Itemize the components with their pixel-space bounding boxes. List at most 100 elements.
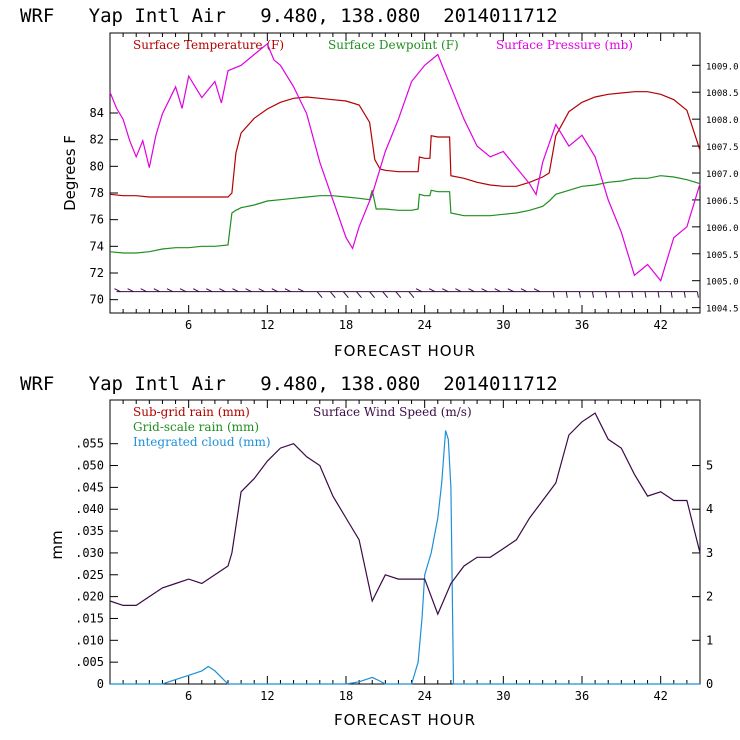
wind-barb bbox=[428, 288, 436, 293]
y2-tick-label: 2 bbox=[706, 590, 713, 604]
x-axis-label: FORECAST HOUR bbox=[334, 711, 476, 729]
y2-tick-label: 1006.5 bbox=[706, 197, 739, 207]
surface-pressure-mb-line bbox=[109, 42, 701, 282]
y-tick-label: 0 bbox=[97, 677, 104, 691]
x-tick-label: 18 bbox=[339, 318, 353, 332]
x-tick-label: 6 bbox=[185, 318, 192, 332]
y-tick-label: 78 bbox=[90, 186, 104, 200]
y-tick-label: .025 bbox=[75, 568, 104, 582]
wind-barb bbox=[520, 288, 528, 293]
y-tick-label: .030 bbox=[75, 546, 104, 560]
y2-tick-label: 1005.5 bbox=[706, 251, 739, 261]
plot-frame bbox=[109, 32, 701, 314]
wind-barb bbox=[369, 291, 375, 298]
y-tick-label: .045 bbox=[75, 480, 104, 494]
x-axis-label: FORECAST HOUR bbox=[334, 342, 476, 360]
wind-barb bbox=[258, 288, 265, 293]
y-tick-label: .020 bbox=[75, 590, 104, 604]
y2-tick-label: 1009.0 bbox=[706, 62, 739, 72]
y2-tick-label: 5 bbox=[706, 459, 713, 473]
wind-barb bbox=[166, 288, 174, 293]
wind-barb bbox=[219, 288, 226, 293]
wind-barb bbox=[644, 291, 647, 298]
y-tick-label: 80 bbox=[90, 159, 104, 173]
wind-barb bbox=[245, 288, 252, 293]
y2-tick-label: 1008.5 bbox=[706, 89, 739, 99]
y-tick-label: .035 bbox=[75, 524, 104, 538]
y-tick-label: 82 bbox=[90, 133, 104, 147]
wind-barb bbox=[342, 291, 349, 298]
wind-barb bbox=[578, 291, 581, 298]
wind-barb bbox=[271, 288, 279, 293]
rain-chart: WRF Yap Intl Air 9.480, 138.080 20140117… bbox=[20, 373, 713, 729]
y-tick-label: 74 bbox=[90, 239, 104, 253]
y2-tick-label: 1 bbox=[706, 633, 713, 647]
wind-barb bbox=[696, 291, 699, 298]
wind-barb bbox=[494, 288, 501, 293]
wind-barb bbox=[455, 288, 462, 293]
chart-header: WRF Yap Intl Air 9.480, 138.080 20140117… bbox=[20, 373, 558, 395]
y2-tick-label: 1007.5 bbox=[706, 143, 739, 153]
y-tick-label: .040 bbox=[75, 502, 104, 516]
wind-barb bbox=[533, 288, 541, 293]
x-tick-label: 30 bbox=[496, 318, 510, 332]
wind-barb bbox=[552, 291, 555, 298]
x-tick-label: 12 bbox=[260, 689, 274, 703]
wind-barb bbox=[408, 291, 415, 298]
wind-barb bbox=[507, 288, 515, 293]
legend-temperature: Surface Temperature (F) bbox=[133, 38, 284, 52]
legend-dewpoint: Surface Dewpoint (F) bbox=[328, 38, 459, 52]
wind-barb bbox=[284, 288, 292, 293]
y2-tick-label: 1007.0 bbox=[706, 170, 739, 180]
wind-barb bbox=[618, 291, 621, 298]
x-tick-label: 36 bbox=[575, 318, 589, 332]
wind-barb bbox=[605, 291, 608, 298]
x-tick-label: 24 bbox=[417, 318, 431, 332]
temperature-chart: WRF Yap Intl Air 9.480, 138.080 20140117… bbox=[20, 5, 739, 360]
surface-temperature-f-line bbox=[109, 91, 701, 198]
wind-barb bbox=[153, 288, 161, 293]
y-tick-label: 84 bbox=[90, 106, 104, 120]
wind-barb bbox=[631, 291, 634, 298]
legend-wind-speed: Surface Wind Speed (m/s) bbox=[313, 405, 472, 419]
y-tick-label: 70 bbox=[90, 293, 104, 307]
y2-tick-label: 3 bbox=[706, 546, 713, 560]
y2-tick-label: 1008.0 bbox=[706, 116, 739, 126]
wind-barbs bbox=[114, 288, 699, 298]
y-axis-label: Degrees F bbox=[61, 135, 79, 211]
wind-barb bbox=[356, 291, 362, 298]
y-tick-label: .015 bbox=[75, 611, 104, 625]
wind-barb bbox=[297, 288, 305, 293]
x-tick-label: 36 bbox=[575, 689, 589, 703]
y2-tick-label: 1005.0 bbox=[706, 278, 739, 288]
x-tick-label: 42 bbox=[653, 689, 667, 703]
x-tick-label: 18 bbox=[339, 689, 353, 703]
wind-barb bbox=[316, 291, 323, 298]
y-axis-label: mm bbox=[48, 530, 66, 559]
wind-barb bbox=[329, 291, 336, 298]
x-tick-label: 30 bbox=[496, 689, 510, 703]
wind-barb bbox=[442, 288, 449, 293]
wind-barb bbox=[179, 288, 187, 293]
x-tick-label: 24 bbox=[417, 689, 431, 703]
surface-dewpoint-f-line bbox=[109, 175, 701, 254]
wind-barb bbox=[114, 288, 121, 293]
wind-barb bbox=[140, 288, 147, 293]
y2-tick-label: 1004.5 bbox=[706, 305, 739, 315]
y2-tick-label: 1006.0 bbox=[706, 224, 739, 234]
surface-wind-speed-m-s-line bbox=[109, 412, 701, 616]
wind-barb bbox=[657, 291, 660, 298]
legend-gridscale-rain: Grid-scale rain (mm) bbox=[133, 420, 259, 434]
y-tick-label: .005 bbox=[75, 655, 104, 669]
y2-tick-label: 4 bbox=[706, 502, 713, 516]
wind-barb bbox=[395, 291, 402, 298]
y-tick-label: .010 bbox=[75, 633, 104, 647]
wind-barb bbox=[481, 288, 488, 293]
chart-header: WRF Yap Intl Air 9.480, 138.080 20140117… bbox=[20, 5, 558, 27]
wind-barb bbox=[591, 291, 594, 298]
x-tick-label: 6 bbox=[185, 689, 192, 703]
y-tick-label: .050 bbox=[75, 459, 104, 473]
wind-barb bbox=[232, 288, 239, 293]
wind-barb bbox=[468, 288, 475, 293]
